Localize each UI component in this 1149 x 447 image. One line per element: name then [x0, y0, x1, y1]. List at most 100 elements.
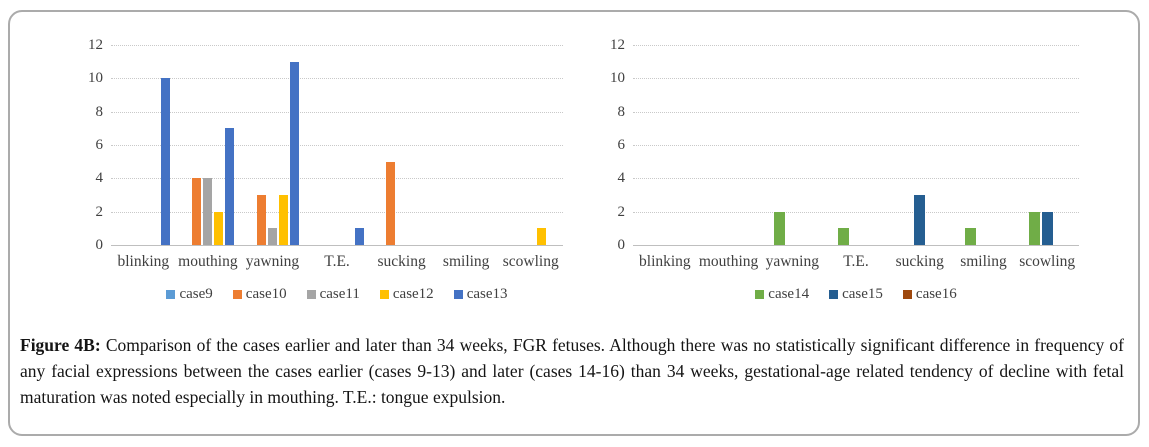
y-tick-label: 2	[95, 203, 104, 220]
y-tick-label: 10	[88, 70, 103, 87]
bar	[160, 78, 170, 245]
bar-group	[952, 45, 1016, 245]
bar	[1041, 211, 1053, 245]
legend-swatch	[379, 290, 389, 299]
gridline	[111, 211, 563, 213]
category-label: smiling	[960, 253, 1007, 270]
gridline	[633, 111, 1079, 113]
chart-legend: case14 case15 case16	[633, 286, 1079, 303]
category-label: blinking	[639, 253, 691, 270]
bar-group	[305, 45, 370, 245]
category-label: T.E.	[324, 253, 350, 270]
legend-item: case13	[453, 286, 508, 303]
bar-group	[498, 45, 563, 245]
caption-label: Figure 4B:	[20, 335, 101, 355]
gridline	[111, 111, 563, 113]
bar	[964, 228, 976, 245]
y-tick-label: 0	[617, 237, 626, 253]
bar-group	[369, 45, 434, 245]
legend-item: case15	[829, 286, 883, 303]
bar	[537, 228, 547, 245]
gridline	[111, 78, 563, 80]
bar-group	[888, 45, 952, 245]
legend-label: case10	[245, 286, 287, 302]
y-tick-label: 4	[95, 170, 104, 187]
legend-swatch	[232, 290, 242, 299]
legend-item: case11	[306, 286, 360, 303]
y-axis: 0 2 4 6 8 10 12	[65, 37, 104, 253]
bar	[267, 228, 277, 245]
x-axis: blinking mouthing yawning T.E. sucking smilin…	[633, 253, 1079, 271]
legend-swatch	[829, 290, 839, 299]
category-label: sucking	[895, 253, 944, 270]
category-label: sucking	[377, 253, 426, 270]
bar	[203, 178, 213, 245]
bar-groups	[111, 45, 563, 245]
legend-swatch	[166, 290, 176, 299]
bar-group	[111, 45, 176, 245]
gridline	[633, 245, 1079, 246]
y-tick-label: 12	[88, 37, 103, 53]
chart-legend: case9 case10 case11 case12 case13	[111, 286, 563, 303]
legend-swatch	[306, 290, 316, 299]
bar-group	[633, 45, 697, 245]
legend-swatch	[902, 290, 912, 299]
legend-label: case16	[915, 286, 957, 302]
gridline	[633, 78, 1079, 80]
bar	[289, 61, 299, 245]
figure-caption: Figure 4B: Comparison of the cases earli…	[20, 332, 1124, 410]
y-tick-label: 0	[95, 237, 104, 253]
bar	[386, 161, 396, 245]
gridline	[633, 145, 1079, 146]
bar	[225, 128, 235, 245]
gridline	[111, 145, 563, 146]
bar	[773, 211, 785, 245]
y-tick-label: 8	[617, 103, 626, 120]
legend-label: case11	[319, 286, 360, 302]
legend-swatch	[755, 290, 765, 299]
legend-item: case16	[902, 286, 957, 303]
bar-group	[176, 45, 241, 245]
bar-chart-early-cases: 0 2 4 6 8 10 12 blinking mouthing yawning T.E. suck…	[65, 34, 567, 324]
gridline	[111, 178, 563, 180]
bar-chart-late-cases: 0 2 4 6 8 10 12 blinking mouthing yawning T.E. suck…	[587, 34, 1083, 324]
bar-group	[824, 45, 888, 245]
legend-item: case10	[232, 286, 287, 303]
bar	[354, 228, 364, 245]
y-tick-label: 6	[95, 137, 104, 153]
legend-swatch	[453, 290, 463, 299]
y-tick-label: 10	[610, 70, 625, 87]
bar	[837, 228, 849, 245]
legend-item: case9	[166, 286, 213, 303]
gridline	[633, 178, 1079, 180]
bar	[214, 211, 224, 245]
bar	[914, 195, 926, 245]
gridline	[633, 45, 1079, 46]
legend-item: case12	[379, 286, 434, 303]
legend-label: case15	[842, 286, 883, 302]
y-tick-label: 4	[617, 170, 626, 187]
category-label: scowling	[502, 253, 559, 270]
legend-label: case13	[466, 286, 508, 302]
figure-panel: 0 2 4 6 8 10 12 blinking mouthing yawning T.E. suck…	[8, 10, 1140, 436]
legend-label: case12	[392, 286, 434, 302]
category-label: yawning	[245, 253, 300, 270]
bar-group	[1015, 45, 1079, 245]
x-axis: blinking mouthing yawning T.E. sucking smilin…	[111, 253, 563, 271]
bar-group	[760, 45, 824, 245]
bar	[192, 178, 202, 245]
plot-area	[111, 45, 563, 246]
bar	[278, 195, 288, 245]
bar-groups	[633, 45, 1079, 245]
category-label: mouthing	[178, 253, 238, 270]
plot-area	[633, 45, 1079, 246]
bar	[256, 195, 266, 245]
category-label: mouthing	[698, 253, 759, 270]
legend-label: case9	[179, 286, 213, 302]
bar	[1028, 211, 1040, 245]
gridline	[111, 45, 563, 46]
gridline	[633, 211, 1079, 213]
category-label: blinking	[117, 253, 170, 270]
y-tick-label: 6	[617, 137, 626, 153]
y-axis: 0 2 4 6 8 10 12	[587, 37, 626, 253]
